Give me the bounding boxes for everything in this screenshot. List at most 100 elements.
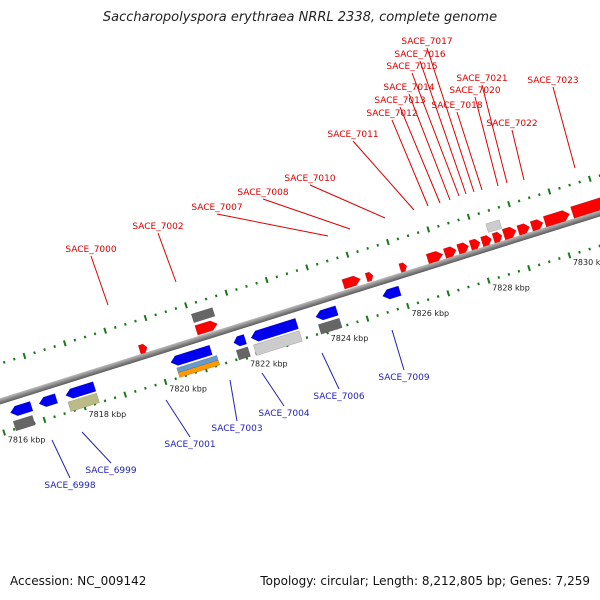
axis-tick [305,336,309,340]
gene-label-sace-7009[interactable]: SACE_7009 [378,373,430,383]
gene-label-sace-7004[interactable]: SACE_7004 [258,409,310,419]
feature-sace-7001-orf[interactable] [177,359,221,378]
axis-tick-label: 7816 kbp [8,435,46,444]
gene-sace-7006-pseudo[interactable] [317,317,343,335]
gene-label-sace-7007[interactable]: SACE_7007 [191,203,242,213]
gene-leader-line [426,47,475,193]
gene-sace-7003[interactable] [232,334,248,347]
gene-leader-line [408,93,451,201]
axis-tick [33,351,36,355]
axis-tick [396,237,400,241]
gene-label-sace-7013[interactable]: SACE_7013 [374,96,425,106]
axis-tick [143,314,148,322]
gene-sace-7012[interactable] [425,249,444,265]
axis-tick [2,360,6,364]
gene-leader-line [474,96,499,187]
gene-sace-7016[interactable] [480,234,493,248]
gene-label-sace-7023[interactable]: SACE_7023 [527,76,578,86]
gene-sace-7001[interactable] [169,344,213,367]
axis-tick [63,412,66,416]
gene-sace-7013[interactable] [442,245,457,259]
gene-label-sace-7008[interactable]: SACE_7008 [237,188,289,198]
gene-label-sace-7000[interactable]: SACE_7000 [65,245,117,255]
gene-label-sace-7003[interactable]: SACE_7003 [211,424,262,434]
gene-sace-7006[interactable] [314,305,339,322]
gene-leader-line [419,60,467,195]
gene-label-sace-6999[interactable]: SACE_6999 [85,466,137,476]
gene-sace-7020[interactable] [516,222,531,236]
gene-sace-6999[interactable] [64,381,97,401]
axis-tick [345,251,350,258]
gene-label-sace-7021[interactable]: SACE_7021 [456,74,507,84]
gene-sace-7011[interactable] [398,262,408,273]
gene-label-sace-7018[interactable]: SACE_7018 [431,101,483,111]
gene-sace-7022[interactable] [542,209,571,228]
gene-sace-6998[interactable] [38,393,59,409]
gene-sace-7002[interactable] [194,319,219,336]
axis-tick [416,231,420,235]
gene-label-sace-7017[interactable]: SACE_7017 [401,37,452,47]
axis-tick [406,234,410,238]
gene-sace-7017[interactable] [491,231,504,244]
axis-tick [437,224,440,228]
axis-tick [264,276,269,284]
gene-label-sace-7020[interactable]: SACE_7020 [449,86,501,96]
gene-label-sace-7012[interactable]: SACE_7012 [366,109,417,119]
gene-sace-7018[interactable] [501,225,518,241]
axis-tick [234,358,238,362]
axis-tick [356,250,359,254]
gene-label-sace-7006[interactable]: SACE_7006 [313,392,365,402]
gene-sace-7004[interactable] [249,317,299,343]
gene-sace-7018-pseudo[interactable] [485,219,503,233]
axis-tick [356,320,359,324]
gene-leader-line [391,329,405,371]
axis-tick [578,250,581,254]
gene-sace-7014[interactable] [456,241,470,255]
axis-tick [255,281,258,285]
gene-sace-7009[interactable] [381,285,402,301]
gene-label-sace-7014[interactable]: SACE_7014 [383,83,435,93]
axis-tick [204,297,208,301]
gene-leader-line [552,86,576,169]
axis-tick [43,348,46,352]
gene-label-sace-7015[interactable]: SACE_7015 [386,62,437,72]
gene-sace-7015[interactable] [468,238,482,251]
axis-tick [537,263,541,267]
axis-tick [547,260,551,264]
axis-tick [305,264,309,271]
gene-sace-6997-pseudo[interactable] [12,415,36,432]
gene-sace-7023[interactable] [570,186,600,219]
gene-label-sace-7011[interactable]: SACE_7011 [327,130,378,140]
gene-sace-7000[interactable] [137,343,148,355]
axis-tick [376,243,380,247]
gene-sace-7008[interactable] [341,274,362,290]
gene-leader-line [456,111,483,191]
gene-label-sace-7022[interactable]: SACE_7022 [486,119,537,129]
axis-tick [507,200,511,208]
gene-sace-7002-pseudo[interactable] [190,307,216,324]
axis-tick [224,289,229,296]
axis-tick [365,315,370,322]
gene-sace-7021[interactable] [529,218,544,232]
axis-tick [315,333,319,336]
gene-label-sace-6998[interactable]: SACE_6998 [44,481,96,491]
axis-tick [346,323,349,327]
axis-tick [568,183,571,187]
gene-label-sace-7010[interactable]: SACE_7010 [284,174,336,184]
axis-tick [538,193,541,197]
gene-sace-6997[interactable] [9,401,34,417]
gene-sace-7004-pseudo[interactable] [253,330,303,356]
axis-tick [547,188,552,195]
axis-tick [83,335,87,339]
feature-sace-6999-misc[interactable] [67,392,100,412]
gene-sace-7003-pseudo[interactable] [235,346,251,361]
axis-tick [587,175,592,182]
axis-tick-label: 7828 kbp [492,284,530,293]
axis-tick [163,378,168,386]
gene-sace-7010[interactable] [364,271,374,283]
gene-label-sace-7016[interactable]: SACE_7016 [394,50,446,60]
gene-label-sace-7001[interactable]: SACE_7001 [164,440,215,450]
axis-tick-label: 7830 kbp [573,258,600,267]
gene-label-sace-7002[interactable]: SACE_7002 [132,222,183,232]
